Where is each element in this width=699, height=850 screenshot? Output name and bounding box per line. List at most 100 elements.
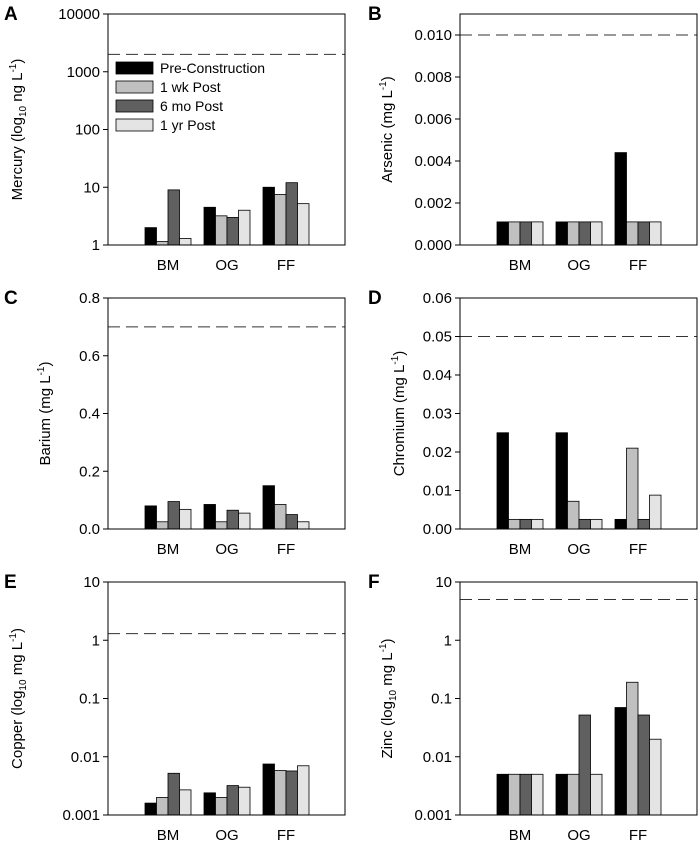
y-tick-label: 0.8 [79, 290, 100, 307]
y-axis-label: Chromium (mg L-1) [390, 351, 408, 477]
bar-pre-bm [144, 505, 157, 530]
y-axis-label: Arsenic (mg L-1) [378, 76, 396, 182]
plot-frame [459, 13, 698, 246]
x-category-label: BM [157, 257, 180, 274]
y-tick-label: 0.03 [423, 406, 452, 423]
bar-mo6-ff [285, 770, 298, 816]
bar-pre-ff [262, 186, 275, 246]
y-tick-label: 0.2 [79, 463, 100, 480]
bar-pre-og [203, 792, 216, 816]
legend-label-wk1: 1 wk Post [160, 79, 221, 95]
y-tick-label: 0.001 [62, 807, 100, 824]
bar-wk1-ff [274, 194, 287, 246]
y-tick-label: 1 [92, 632, 100, 649]
x-category-label: OG [567, 827, 590, 844]
y-tick-label: 1 [444, 632, 452, 649]
bar-wk1-bm [508, 221, 521, 246]
bar-wk1-ff [626, 221, 639, 246]
bar-pre-og [555, 773, 568, 816]
y-tick-label: 0.01 [423, 483, 452, 500]
y-tick-label: 0.002 [414, 195, 452, 212]
x-category-label: FF [277, 541, 295, 558]
y-tick-label: 0.1 [79, 691, 100, 708]
bar-pre-og [555, 432, 568, 530]
x-category-label: FF [277, 827, 295, 844]
legend: Pre-Construction 1 wk Post 6 mo Post 1 yr P… [115, 60, 265, 133]
bar-yr1-bm [179, 789, 192, 816]
y-tick-label: 0.010 [414, 27, 452, 44]
legend-swatch-wk1 [115, 80, 154, 94]
y-tick-label: 1 [92, 237, 100, 254]
bar-pre-ff [614, 707, 627, 816]
bar-yr1-ff [649, 221, 662, 246]
bar-yr1-og [238, 209, 251, 246]
y-tick-label: 0.008 [414, 69, 452, 86]
bar-mo6-bm [167, 772, 180, 816]
bar-mo6-bm [519, 221, 532, 246]
x-category-label: OG [215, 541, 238, 558]
bar-pre-bm [144, 802, 157, 816]
y-tick-label: 0.02 [423, 444, 452, 461]
legend-label-mo6: 6 mo Post [160, 98, 223, 114]
x-category-label: BM [509, 541, 532, 558]
y-tick-label: 0.4 [79, 406, 100, 423]
bar-yr1-og [590, 518, 603, 530]
bar-wk1-ff [274, 504, 287, 530]
y-tick-label: 0.0 [79, 521, 100, 538]
y-tick-label: 10000 [58, 6, 100, 23]
bar-pre-bm [496, 221, 509, 246]
x-category-label: OG [215, 257, 238, 274]
panel-e: E 0.001 0.01 0.1 1 10 BM OG FF Copper (log10 mg L… [4, 572, 346, 844]
bar-pre-ff [262, 485, 275, 530]
x-category-label: FF [277, 257, 295, 274]
bar-wk1-og [567, 221, 580, 246]
bar-mo6-bm [167, 501, 180, 530]
bar-wk1-bm [156, 521, 169, 530]
x-category-label: FF [629, 541, 647, 558]
y-axis-label: Zinc (log10 mg L-1) [378, 638, 399, 758]
panel-a: A 1 10 100 1000 10000 BM OG FF Mercury (log10 ng … [4, 4, 346, 274]
y-tick-label: 0.01 [71, 749, 100, 766]
bar-yr1-ff [297, 203, 310, 246]
bar-wk1-ff [274, 770, 287, 816]
bar-pre-bm [496, 432, 509, 530]
bar-mo6-og [226, 217, 239, 246]
bar-yr1-ff [649, 738, 662, 816]
y-tick-label: 10 [83, 179, 100, 196]
bar-yr1-og [590, 221, 603, 246]
panel-c: C 0.0 0.2 0.4 0.6 0.8 BM OG FF Barium (mg L-1) [4, 288, 346, 558]
y-tick-label: 100 [75, 122, 100, 139]
panel-letter: D [368, 288, 382, 309]
bar-wk1-og [215, 215, 228, 246]
bar-yr1-ff [297, 765, 310, 816]
bar-mo6-bm [519, 773, 532, 816]
y-tick-label: 0.004 [414, 153, 452, 170]
bar-mo6-ff [285, 182, 298, 246]
bar-yr1-bm [179, 508, 192, 530]
bar-mo6-og [226, 509, 239, 530]
bar-wk1-bm [156, 797, 169, 816]
bar-mo6-ff [637, 714, 650, 816]
bar-pre-bm [496, 773, 509, 816]
y-tick-label: 1000 [67, 64, 100, 81]
plot-frame [107, 297, 346, 530]
bar-yr1-og [590, 773, 603, 816]
y-axis-label: Copper (log10 mg L-1) [8, 628, 29, 769]
y-tick-label: 10 [435, 574, 452, 591]
panel-letter: A [4, 4, 18, 25]
y-tick-label: 0.006 [414, 111, 452, 128]
panel-letter: E [4, 572, 17, 593]
bar-mo6-og [578, 518, 591, 530]
x-category-label: BM [509, 827, 532, 844]
bar-mo6-ff [637, 518, 650, 530]
y-tick-label: 0.1 [431, 691, 452, 708]
bar-wk1-bm [508, 773, 521, 816]
bar-pre-ff [262, 763, 275, 816]
bar-mo6-og [578, 221, 591, 246]
bar-mo6-bm [519, 518, 532, 530]
bar-pre-ff [614, 518, 627, 530]
y-tick-label: 0.001 [414, 807, 452, 824]
x-category-label: BM [509, 257, 532, 274]
plot-frame [459, 297, 698, 530]
